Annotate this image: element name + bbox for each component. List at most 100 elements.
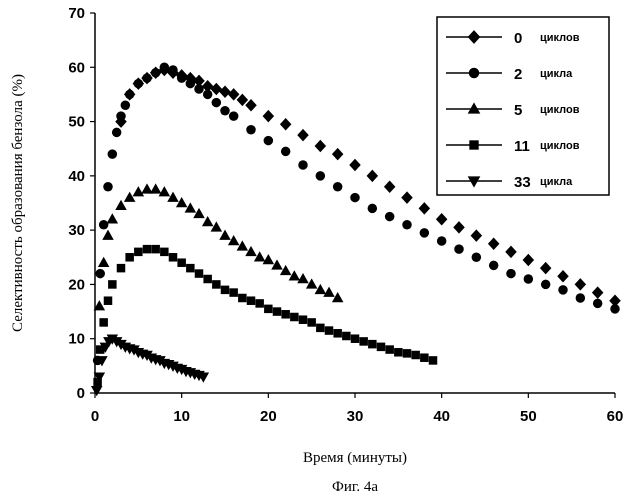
data-point [367, 170, 379, 183]
data-point [125, 90, 135, 100]
data-point [419, 202, 431, 215]
data-point [315, 140, 327, 153]
data-point [307, 318, 316, 327]
data-point [159, 186, 171, 196]
data-point [246, 125, 256, 135]
legend-box [437, 17, 609, 195]
data-point [342, 332, 351, 341]
data-point [298, 160, 308, 170]
x-tick-label: 50 [520, 408, 537, 425]
data-point [264, 136, 274, 146]
data-point [134, 79, 144, 89]
y-tick-label: 10 [68, 331, 85, 348]
y-tick-label: 60 [68, 59, 85, 76]
data-point [102, 230, 114, 240]
legend-label: 0 [514, 30, 522, 47]
data-point [506, 269, 516, 279]
x-tick-label: 30 [347, 408, 364, 425]
y-ticks: 010203040506070 [68, 5, 95, 402]
data-point [316, 324, 325, 333]
data-point [290, 313, 299, 322]
data-point [229, 288, 238, 297]
data-point [411, 351, 420, 360]
data-point [255, 299, 264, 308]
y-axis-title: Селективность образования бензола (%) [10, 74, 26, 332]
data-point [160, 248, 169, 257]
data-point [211, 221, 223, 231]
x-tick-label: 0 [91, 408, 99, 425]
data-point [107, 213, 119, 223]
data-point [332, 292, 344, 302]
legend-label: 5 [514, 102, 522, 119]
data-point [453, 221, 465, 234]
y-tick-label: 70 [68, 5, 85, 22]
data-point [385, 345, 394, 354]
data-point [333, 182, 343, 192]
data-point [540, 262, 552, 275]
data-point [221, 286, 230, 295]
data-point [263, 110, 275, 123]
data-point [104, 296, 113, 305]
data-point [150, 183, 162, 193]
legend-marker [469, 140, 478, 149]
data-point [610, 304, 620, 314]
data-point [103, 182, 113, 192]
data-point [437, 236, 447, 246]
data-point [505, 246, 517, 259]
data-point [349, 159, 361, 172]
legend: 0циклов2цикла5циклов11циклов33цикла [437, 17, 609, 195]
data-point [385, 212, 395, 222]
x-tick-label: 40 [433, 408, 450, 425]
data-point [212, 98, 222, 108]
y-tick-label: 40 [68, 168, 85, 185]
data-point [472, 253, 482, 263]
data-point [576, 293, 586, 303]
data-point [195, 269, 204, 278]
data-point [185, 202, 197, 212]
y-tick-label: 20 [68, 276, 85, 293]
data-point [116, 111, 126, 121]
data-point [237, 240, 249, 250]
data-point [436, 213, 448, 226]
x-ticks: 0102030405060 [91, 393, 624, 425]
data-point [368, 340, 377, 349]
data-point [558, 285, 568, 295]
data-point [245, 246, 257, 256]
x-tick-label: 10 [173, 408, 190, 425]
data-point [134, 248, 143, 257]
data-point [117, 264, 126, 273]
data-point [186, 264, 195, 273]
data-point [98, 257, 110, 267]
data-point [108, 149, 118, 159]
data-point [112, 128, 122, 138]
data-point [142, 73, 152, 83]
data-point [524, 274, 534, 284]
legend-unit: цикла [540, 176, 573, 188]
data-point [523, 254, 535, 267]
data-point [220, 106, 230, 116]
data-point [121, 101, 131, 111]
series-3 [93, 245, 437, 387]
data-point [471, 229, 483, 242]
series-2 [94, 183, 344, 310]
data-point [401, 191, 413, 204]
data-point [281, 147, 291, 157]
data-point [575, 278, 587, 291]
data-point [254, 251, 265, 261]
data-point [316, 171, 326, 181]
data-point [350, 193, 360, 203]
data-point [203, 90, 213, 100]
data-point [219, 85, 231, 98]
data-point [306, 278, 318, 288]
data-point [169, 253, 178, 261]
y-tick-label: 30 [68, 222, 85, 239]
data-point [168, 65, 178, 75]
data-point [95, 269, 105, 279]
data-point [271, 259, 283, 269]
data-point [332, 148, 344, 161]
legend-label: 33 [514, 174, 531, 191]
legend-label: 2 [514, 66, 522, 83]
data-point [280, 118, 292, 131]
data-point [194, 84, 204, 94]
figure-caption: Фиг. 4a [332, 479, 378, 495]
